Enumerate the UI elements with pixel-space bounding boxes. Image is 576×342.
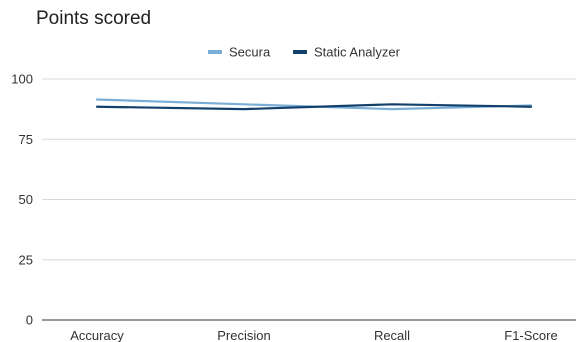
x-tick-label: F1-Score (504, 328, 557, 342)
legend-label: Static Analyzer (314, 45, 401, 60)
series-line-static-analyzer (95, 103, 533, 111)
chart-title: Points scored (36, 8, 152, 29)
legend-label: Secura (229, 45, 271, 60)
y-tick-label: 25 (19, 252, 33, 267)
y-tick-label: 50 (19, 192, 33, 207)
y-tick-label: 75 (19, 132, 33, 147)
y-tick-label: 100 (11, 72, 33, 87)
y-tick-label: 0 (26, 313, 33, 328)
x-tick-label: Accuracy (70, 328, 124, 342)
x-tick-label: Recall (374, 328, 410, 342)
x-tick-label: Precision (217, 328, 270, 342)
